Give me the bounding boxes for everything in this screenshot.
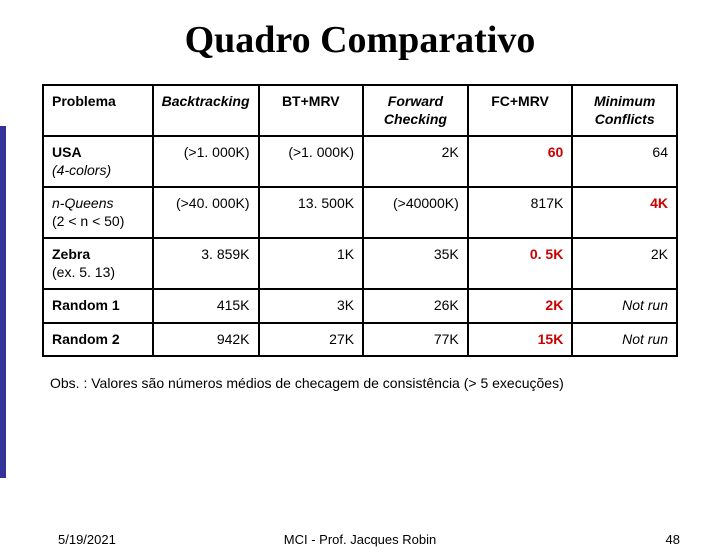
left-accent-bar bbox=[0, 126, 6, 478]
col-header-forward-checking: Forward Checking bbox=[363, 85, 468, 136]
table-cell: 13. 500K bbox=[259, 187, 364, 238]
table-cell: 77K bbox=[363, 323, 468, 357]
table-cell: 35K bbox=[363, 238, 468, 289]
col-header-problema: Problema bbox=[43, 85, 153, 136]
observation-note: Obs. : Valores são números médios de che… bbox=[50, 375, 720, 391]
table-cell: (>1. 000K) bbox=[153, 136, 259, 187]
table-cell: 1K bbox=[259, 238, 364, 289]
table-cell: 64 bbox=[572, 136, 677, 187]
table-cell: (>40000K) bbox=[363, 187, 468, 238]
table-row: n-Queens(2 < n < 50)(>40. 000K)13. 500K(… bbox=[43, 187, 677, 238]
table-cell: 2K bbox=[363, 136, 468, 187]
table-cell: 27K bbox=[259, 323, 364, 357]
table-cell: (>40. 000K) bbox=[153, 187, 259, 238]
table-cell: 942K bbox=[153, 323, 259, 357]
table-row: Random 1415K3K26K2KNot run bbox=[43, 289, 677, 323]
table-cell: 2K bbox=[468, 289, 573, 323]
page-title: Quadro Comparativo bbox=[0, 18, 720, 62]
table-cell: Not run bbox=[572, 323, 677, 357]
table-cell: 15K bbox=[468, 323, 573, 357]
row-label: Random 1 bbox=[43, 289, 153, 323]
table-row: Zebra(ex. 5. 13)3. 859K1K35K0. 5K2K bbox=[43, 238, 677, 289]
table-cell: (>1. 000K) bbox=[259, 136, 364, 187]
table-cell: 3K bbox=[259, 289, 364, 323]
col-header-fcmrv: FC+MRV bbox=[468, 85, 573, 136]
row-label: USA(4-colors) bbox=[43, 136, 153, 187]
col-header-backtracking: Backtracking bbox=[153, 85, 259, 136]
col-header-min-conflicts: Minimum Conflicts bbox=[572, 85, 677, 136]
table-header-row: Problema Backtracking BT+MRV Forward Che… bbox=[43, 85, 677, 136]
table-cell: 60 bbox=[468, 136, 573, 187]
table-cell: 26K bbox=[363, 289, 468, 323]
table-cell: 817K bbox=[468, 187, 573, 238]
row-label: Random 2 bbox=[43, 323, 153, 357]
table-cell: Not run bbox=[572, 289, 677, 323]
table-cell: 2K bbox=[572, 238, 677, 289]
table-cell: 0. 5K bbox=[468, 238, 573, 289]
table-cell: 3. 859K bbox=[153, 238, 259, 289]
table-row: Random 2942K27K77K15KNot run bbox=[43, 323, 677, 357]
col-header-btmrv: BT+MRV bbox=[259, 85, 364, 136]
table-cell: 415K bbox=[153, 289, 259, 323]
table-row: USA(4-colors)(>1. 000K)(>1. 000K)2K6064 bbox=[43, 136, 677, 187]
comparison-table: Problema Backtracking BT+MRV Forward Che… bbox=[42, 84, 678, 357]
table-body: USA(4-colors)(>1. 000K)(>1. 000K)2K6064n… bbox=[43, 136, 677, 356]
row-label: n-Queens(2 < n < 50) bbox=[43, 187, 153, 238]
table-cell: 4K bbox=[572, 187, 677, 238]
row-label: Zebra(ex. 5. 13) bbox=[43, 238, 153, 289]
